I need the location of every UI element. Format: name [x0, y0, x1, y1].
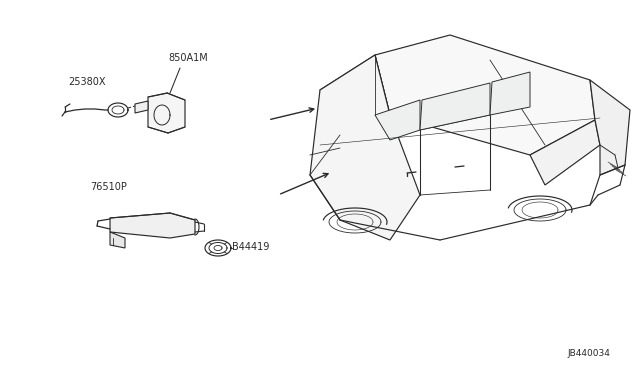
Polygon shape: [310, 55, 420, 240]
Polygon shape: [530, 120, 600, 185]
Polygon shape: [148, 93, 185, 133]
Polygon shape: [375, 35, 595, 155]
Text: 850A1M: 850A1M: [168, 53, 208, 63]
Text: 25380X: 25380X: [68, 77, 106, 87]
Text: JB440034: JB440034: [567, 349, 610, 358]
Text: 76510P: 76510P: [90, 182, 127, 192]
Polygon shape: [375, 100, 420, 140]
Text: B44419: B44419: [232, 242, 269, 252]
Polygon shape: [320, 55, 390, 135]
Polygon shape: [110, 213, 195, 238]
Polygon shape: [135, 101, 148, 113]
Polygon shape: [490, 72, 530, 115]
Polygon shape: [590, 80, 630, 175]
Polygon shape: [110, 232, 125, 248]
Polygon shape: [420, 83, 490, 130]
